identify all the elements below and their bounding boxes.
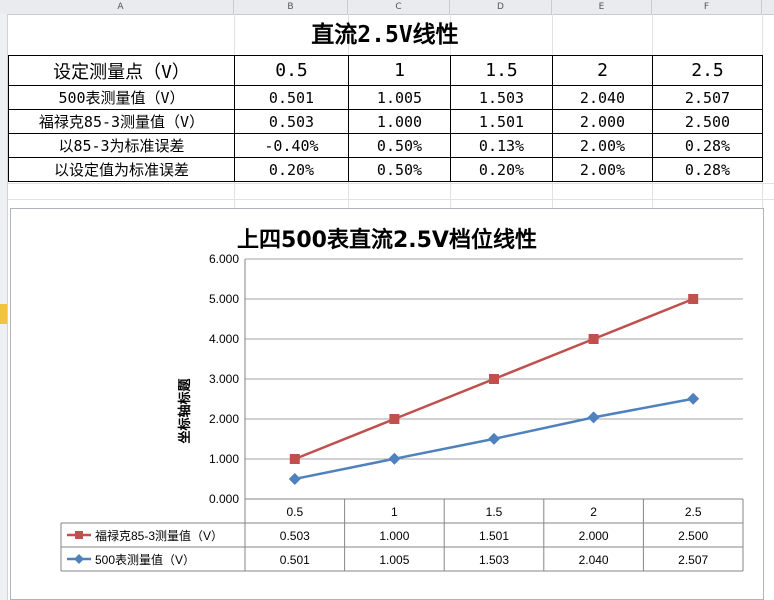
data-point[interactable] (687, 392, 700, 405)
y-tick-label[interactable]: 4.000 (209, 332, 239, 346)
legend-series-name[interactable]: 500表测量值（V） (95, 552, 195, 567)
chart-object[interactable]: 上四500表直流2.5V档位线性 坐标轴标题 0.000 1.000 2.000 3.… (10, 208, 764, 600)
data-table-value[interactable]: 2.040 (579, 553, 609, 567)
x-category-label[interactable]: 0.5 (286, 505, 303, 519)
chart-data-table: 0.5 1 1.5 2 2.5 福禄克85-3测量值（V） 0.503 1.000 1.501 2… (60, 498, 744, 572)
value-cell[interactable]: 0.50% (348, 133, 451, 158)
column-header-e[interactable]: E (552, 0, 652, 14)
data-point[interactable] (588, 334, 599, 344)
data-table-value[interactable]: 1.000 (379, 529, 409, 543)
data-table-value[interactable]: 2.000 (579, 529, 609, 543)
row-label-cell[interactable]: 福禄克85-3测量值（V） (8, 109, 235, 134)
y-tick-label[interactable]: 2.000 (209, 412, 239, 426)
value-cell[interactable]: 0.13% (450, 133, 553, 158)
value-cell[interactable]: -0.40% (234, 133, 349, 158)
x-category-label[interactable]: 1.5 (486, 505, 503, 519)
row-label-cell[interactable]: 以85-3为标准误差 (8, 133, 235, 158)
data-point[interactable] (389, 414, 400, 424)
x-category-label[interactable]: 1 (391, 505, 398, 519)
chart-title[interactable]: 上四500表直流2.5V档位线性 (237, 227, 537, 253)
table-row: 500表测量值（V） 0.501 1.005 1.503 2.040 2.507 (8, 85, 763, 110)
value-cell[interactable]: 2.000 (552, 109, 653, 134)
value-cell[interactable]: 2.00% (552, 157, 653, 182)
column-header-a[interactable]: A (8, 0, 234, 14)
header-cell[interactable]: 1.5 (450, 55, 553, 86)
data-table-value[interactable]: 2.507 (678, 553, 708, 567)
y-tick-label[interactable]: 5.000 (209, 292, 239, 306)
column-header-d[interactable]: D (450, 0, 552, 14)
value-cell[interactable]: 0.501 (234, 85, 349, 110)
value-cell[interactable]: 0.28% (652, 133, 763, 158)
data-point[interactable] (388, 452, 401, 465)
y-axis-title[interactable]: 坐标轴标题 (177, 378, 193, 444)
x-category-label[interactable]: 2 (590, 505, 597, 519)
y-tick-label[interactable]: 3.000 (209, 372, 239, 386)
column-header-f[interactable]: F (652, 0, 762, 14)
data-table-value[interactable]: 2.500 (678, 529, 708, 543)
data-table-value[interactable]: 1.503 (479, 553, 509, 567)
value-cell[interactable]: 2.507 (652, 85, 763, 110)
measurement-table: 设定测量点（V） 0.5 1 1.5 2 2.5 500表测量值（V） 0.50… (8, 55, 763, 182)
header-cell[interactable]: 0.5 (234, 55, 349, 86)
y-tick-label[interactable]: 6.000 (209, 252, 239, 266)
data-point[interactable] (288, 472, 301, 485)
data-table-value[interactable]: 0.503 (280, 529, 310, 543)
table-row: 以设定值为标准误差 0.20% 0.50% 0.20% 2.00% 0.28% (8, 157, 763, 182)
selected-row-indicator[interactable] (0, 304, 7, 324)
value-cell[interactable]: 0.20% (234, 157, 349, 182)
value-cell[interactable]: 2.00% (552, 133, 653, 158)
value-cell[interactable]: 0.503 (234, 109, 349, 134)
value-cell[interactable]: 1.501 (450, 109, 553, 134)
value-cell[interactable]: 2.500 (652, 109, 763, 134)
data-point[interactable] (488, 432, 500, 445)
column-header-bar: A B C D E F (0, 0, 774, 15)
row-label-cell[interactable]: 500表测量值（V） (8, 85, 235, 110)
legend-series-name[interactable]: 福禄克85-3测量值（V） (95, 528, 223, 543)
value-cell[interactable]: 0.50% (348, 157, 451, 182)
table-row: 以85-3为标准误差 -0.40% 0.50% 0.13% 2.00% 0.28… (8, 133, 763, 158)
column-header-c[interactable]: C (348, 0, 450, 14)
table-row: 福禄克85-3测量值（V） 0.503 1.000 1.501 2.000 2.… (8, 109, 763, 134)
data-point[interactable] (587, 411, 600, 424)
value-cell[interactable]: 1.503 (450, 85, 553, 110)
row-label-cell[interactable]: 以设定值为标准误差 (8, 157, 235, 182)
line-chart: 上四500表直流2.5V档位线性 坐标轴标题 0.000 1.000 2.000 3.… (60, 227, 744, 572)
table-header-row: 设定测量点（V） 0.5 1 1.5 2 2.5 (8, 55, 763, 86)
y-tick-label[interactable]: 0.000 (209, 492, 239, 506)
y-tick-label[interactable]: 1.000 (209, 452, 239, 466)
data-table-value[interactable]: 1.501 (479, 529, 509, 543)
data-point[interactable] (489, 374, 499, 384)
value-cell[interactable]: 0.20% (450, 157, 553, 182)
header-cell[interactable]: 2 (552, 55, 653, 86)
data-table-value[interactable]: 1.005 (379, 553, 409, 567)
value-cell[interactable]: 1.005 (348, 85, 451, 110)
legend-key-marker (74, 554, 84, 564)
header-cell[interactable]: 1 (348, 55, 451, 86)
data-table-value[interactable]: 0.501 (280, 553, 310, 567)
table-title-cell[interactable]: 直流2.5V线性 (8, 15, 762, 56)
column-header-b[interactable]: B (234, 0, 348, 14)
data-point[interactable] (289, 454, 300, 464)
value-cell[interactable]: 0.28% (652, 157, 763, 182)
data-point[interactable] (688, 294, 699, 304)
x-category-label[interactable]: 2.5 (685, 505, 702, 519)
legend-key-marker (75, 531, 83, 539)
y-axis-ticks: 0.000 1.000 2.000 3.000 4.000 5.000 6.000 (209, 252, 239, 506)
series-layer (288, 294, 700, 485)
value-cell[interactable]: 1.000 (348, 109, 451, 134)
header-cell[interactable]: 2.5 (652, 55, 763, 86)
value-cell[interactable]: 2.040 (552, 85, 653, 110)
header-label-cell[interactable]: 设定测量点（V） (8, 55, 235, 86)
